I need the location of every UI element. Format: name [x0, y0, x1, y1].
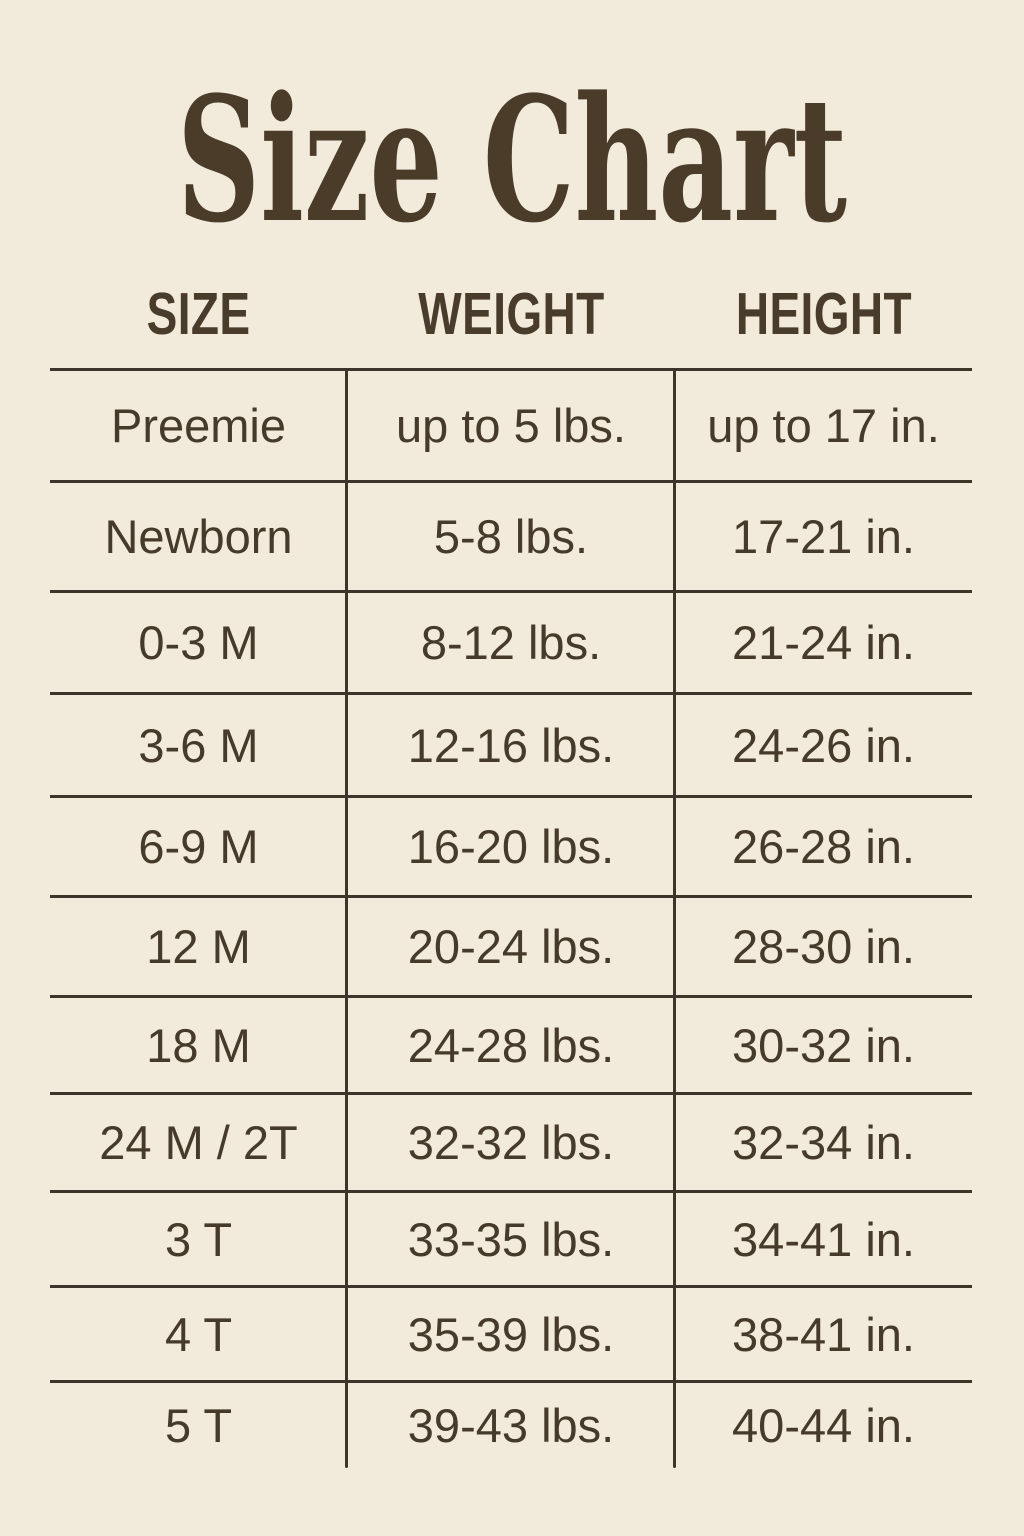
header-weight: WEIGHT — [347, 280, 675, 348]
cell-size: 18 M — [146, 1018, 251, 1072]
page-title: Size Chart — [176, 58, 848, 261]
cell-weight: 32-32 lbs. — [407, 1116, 615, 1169]
cell-height: 26-28 in. — [732, 820, 915, 873]
cell-height: 30-32 in. — [732, 1018, 915, 1072]
cell-weight: 39-43 lbs. — [407, 1399, 615, 1452]
cell-height: 24-26 in. — [732, 718, 915, 772]
cell-size: 6-9 M — [138, 820, 259, 873]
table-row-3t: 3 T 33-35 lbs. 34-41 in. — [50, 1193, 972, 1288]
cell-size: 3-6 M — [138, 718, 259, 772]
table-row-6-9m: 6-9 M 16-20 lbs. 26-28 in. — [50, 798, 972, 898]
cell-size: Preemie — [110, 399, 286, 452]
cell-size: 4 T — [164, 1307, 233, 1361]
cell-height: 21-24 in. — [732, 616, 915, 669]
table-row-0-3m: 0-3 M 8-12 lbs. 21-24 in. — [50, 593, 972, 695]
cell-weight: 5-8 lbs. — [433, 510, 589, 563]
header-weight-label: WEIGHT — [417, 281, 605, 347]
cell-height: 40-44 in. — [732, 1399, 915, 1452]
table-row-4t: 4 T 35-39 lbs. 38-41 in. — [50, 1288, 972, 1383]
cell-weight: 33-35 lbs. — [407, 1212, 615, 1266]
table-row-3-6m: 3-6 M 12-16 lbs. 24-26 in. — [50, 695, 972, 798]
cell-weight: 35-39 lbs. — [407, 1307, 615, 1361]
cell-height: up to 17 in. — [707, 399, 940, 452]
cell-weight: up to 5 lbs. — [396, 399, 626, 452]
cell-size: 3 T — [164, 1212, 233, 1266]
table-row-5t: 5 T 39-43 lbs. 40-44 in. — [50, 1383, 972, 1468]
cell-weight: 24-28 lbs. — [407, 1018, 615, 1072]
header-height-label: HEIGHT — [735, 281, 912, 347]
cell-size: Newborn — [104, 510, 293, 563]
cell-height: 28-30 in. — [732, 920, 915, 973]
cell-weight: 20-24 lbs. — [407, 920, 615, 973]
table-header-row: SIZE WEIGHT HEIGHT — [50, 280, 972, 347]
cell-height: 38-41 in. — [732, 1307, 915, 1361]
table-row-preemie: Preemie up to 5 lbs. up to 17 in. — [50, 371, 972, 483]
header-size: SIZE — [50, 280, 347, 348]
table-row-24m-2t: 24 M / 2T 32-32 lbs. 32-34 in. — [50, 1095, 972, 1193]
table-row-12m: 12 M 20-24 lbs. 28-30 in. — [50, 898, 972, 998]
cell-size: 0-3 M — [138, 616, 259, 669]
cell-weight: 12-16 lbs. — [407, 718, 615, 772]
header-height: HEIGHT — [675, 280, 972, 348]
table-row-18m: 18 M 24-28 lbs. 30-32 in. — [50, 998, 972, 1095]
cell-weight: 16-20 lbs. — [407, 820, 615, 873]
cell-size: 24 M / 2T — [99, 1116, 298, 1169]
cell-height: 17-21 in. — [732, 510, 915, 563]
table-row-newborn: Newborn 5-8 lbs. 17-21 in. — [50, 483, 972, 593]
size-table: Preemie up to 5 lbs. up to 17 in. Newbor… — [50, 368, 972, 1468]
cell-height: 32-34 in. — [732, 1116, 915, 1169]
header-size-label: SIZE — [146, 281, 251, 347]
cell-weight: 8-12 lbs. — [420, 616, 602, 669]
cell-height: 34-41 in. — [732, 1212, 915, 1266]
cell-size: 5 T — [164, 1399, 233, 1452]
cell-size: 12 M — [146, 920, 251, 973]
